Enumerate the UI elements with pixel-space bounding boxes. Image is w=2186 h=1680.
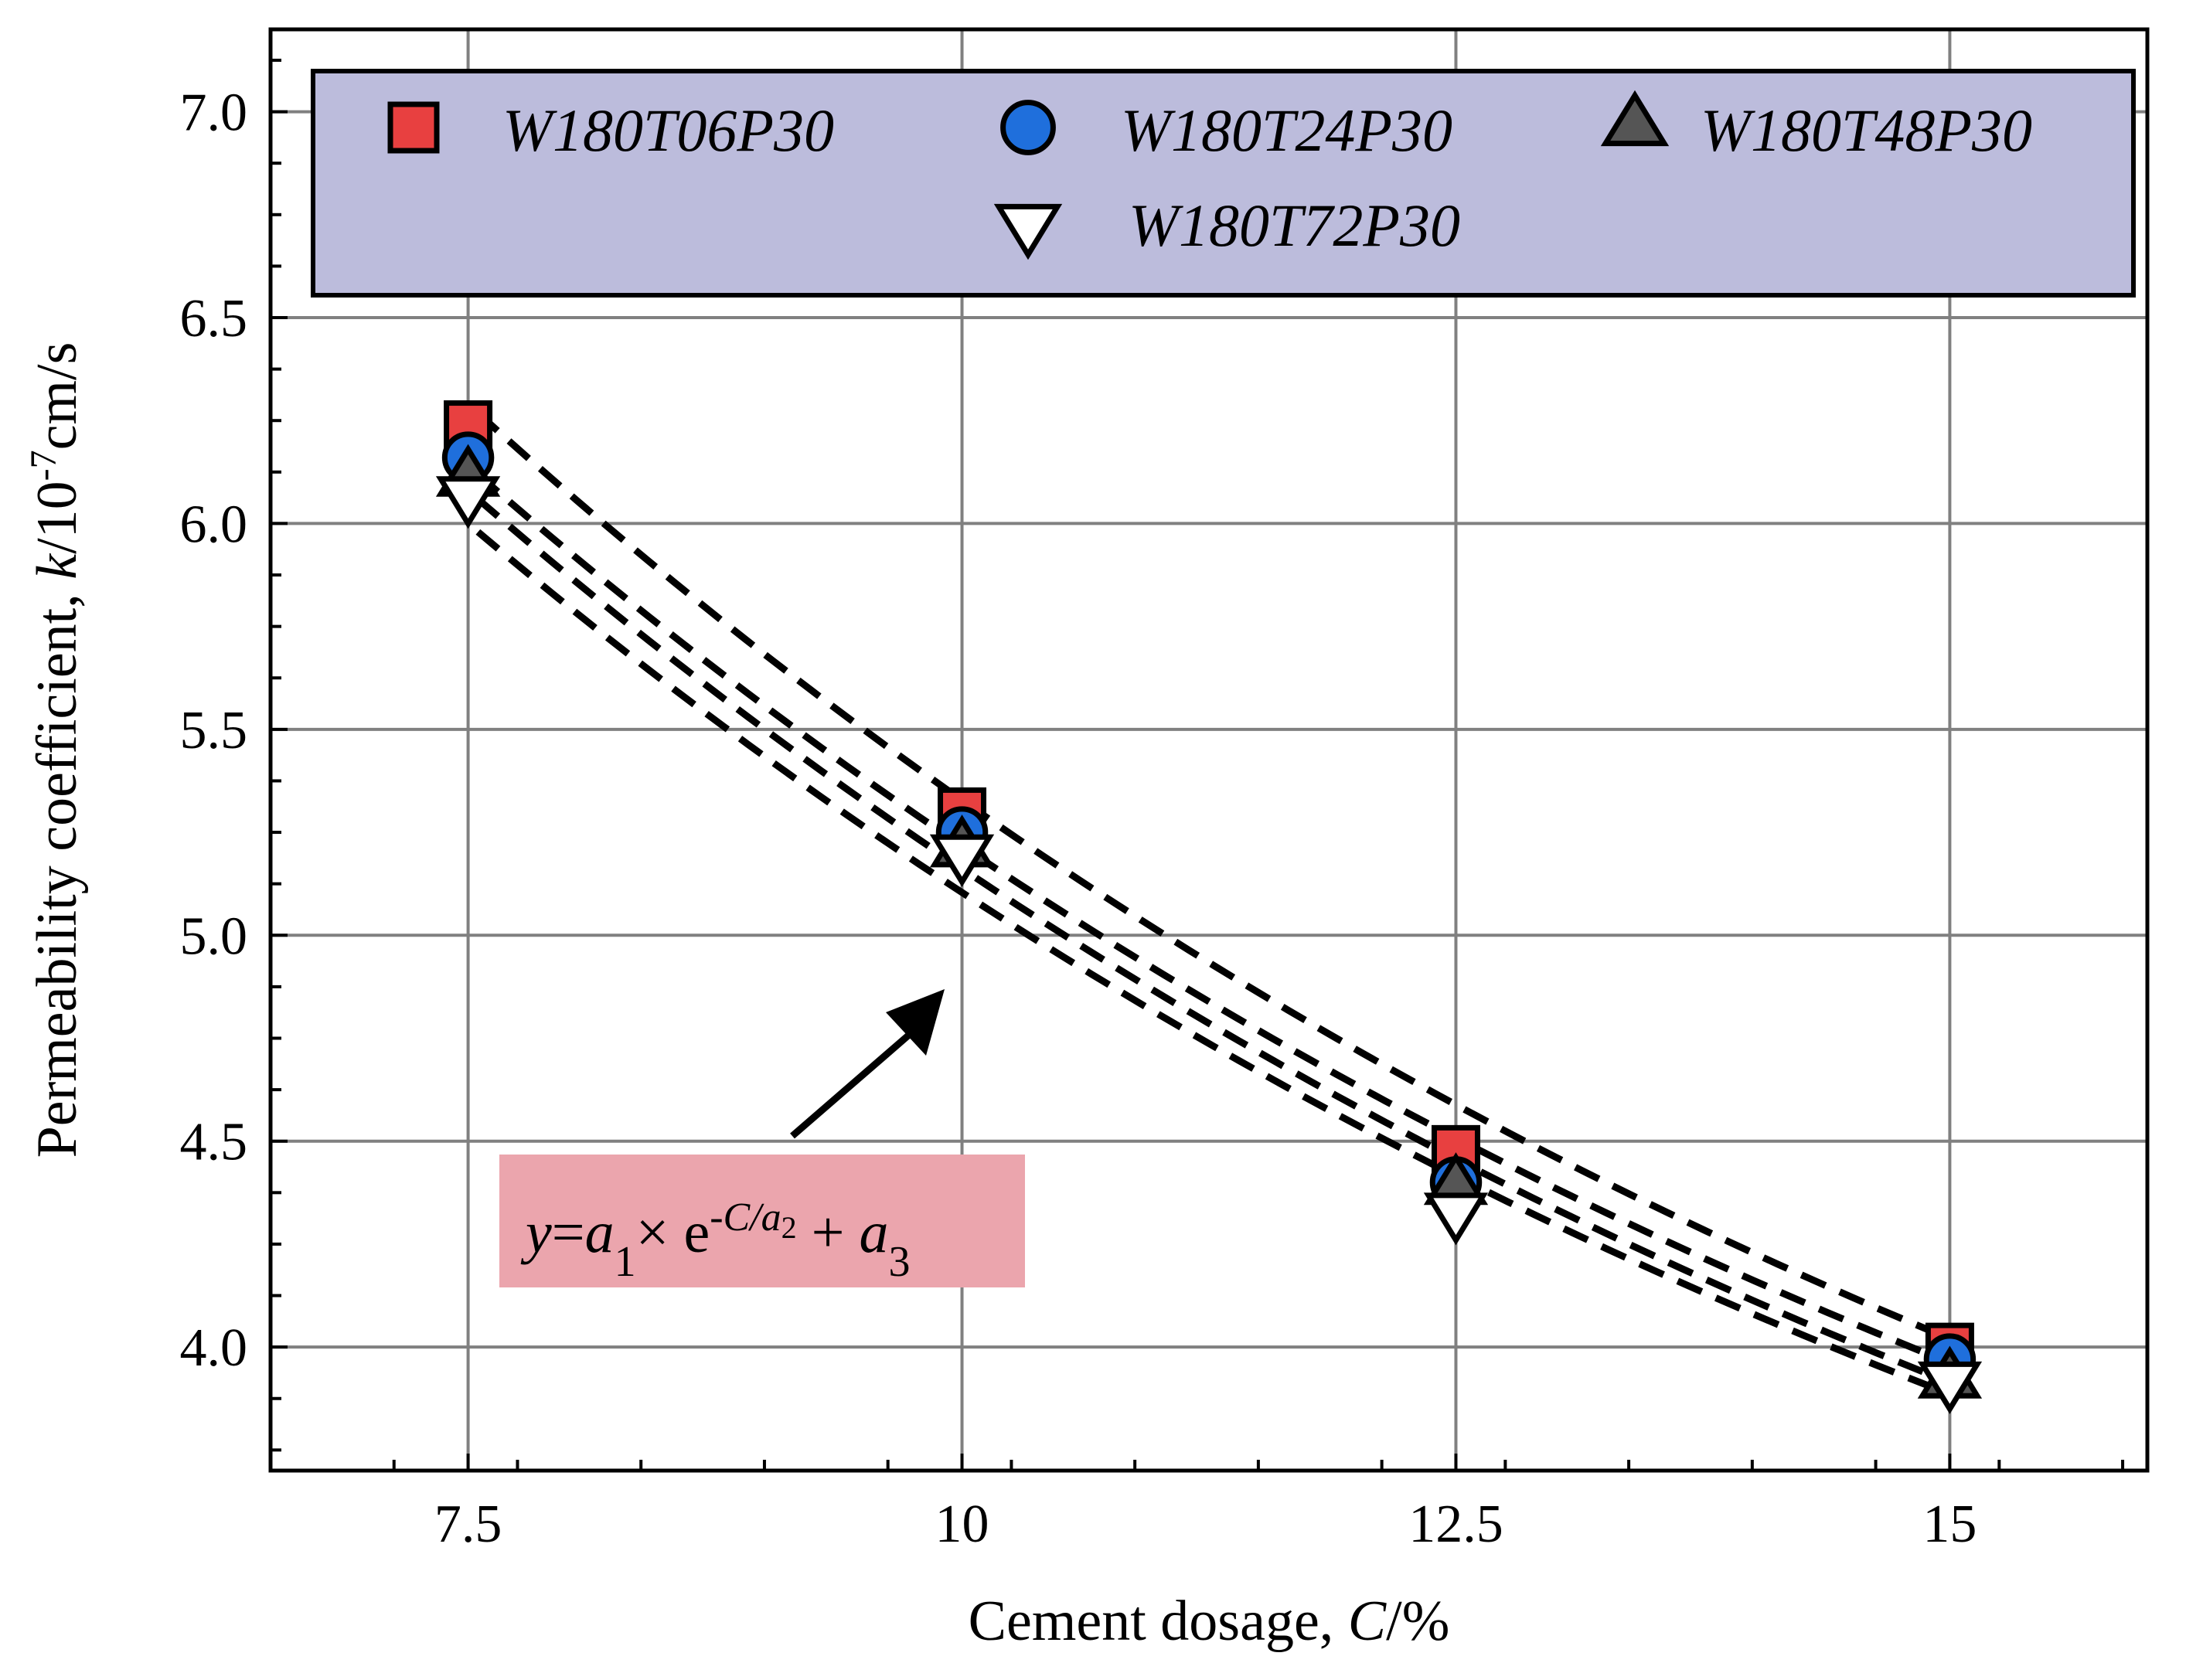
triangle-down-marker <box>929 834 995 887</box>
y-tick-label: 4.0 <box>180 1318 248 1378</box>
x-tick-label: 10 <box>935 1495 989 1554</box>
triangle-up-marker <box>1600 90 1670 147</box>
legend-item: W180T72P30 <box>993 192 1460 260</box>
legend-label: W180T72P30 <box>1129 192 1460 259</box>
y-tick-label: 5.5 <box>180 701 248 760</box>
x-tick-label: 12.5 <box>1408 1495 1503 1554</box>
y-axis-label: Permeability coefficient, k/10-7cm/s <box>23 342 89 1158</box>
legend-item: W180T24P30 <box>1000 97 1452 164</box>
y-tick-label: 7.0 <box>180 83 248 143</box>
plot-frame <box>268 27 2150 1473</box>
legend: W180T06P30 W180T24P30 W180T48P30 W180T72P30 <box>311 69 2136 298</box>
legend-item: W180T06P30 <box>387 97 834 164</box>
legend-label: W180T24P30 <box>1121 97 1452 164</box>
fit-curve <box>475 471 1952 1366</box>
fit-curve <box>475 410 1952 1342</box>
fit-curve <box>475 529 1952 1398</box>
triangle-down-marker <box>1423 1192 1489 1246</box>
square-marker <box>387 101 440 154</box>
fit-curves <box>475 410 1952 1398</box>
tick-labels: 7.5 10 12.5 15 4.0 4.5 5.0 5.5 6.0 6.5 7.0 <box>180 83 1977 1554</box>
legend-label: W180T06P30 <box>502 97 834 164</box>
x-tick-label: 7.5 <box>434 1495 502 1554</box>
data-markers <box>435 400 1983 1415</box>
equation-box <box>499 1155 1025 1287</box>
circle-marker <box>1000 100 1056 155</box>
triangle-down-marker <box>435 476 501 529</box>
triangle-down-marker <box>1917 1361 1983 1415</box>
axis-ticks <box>269 58 2125 1471</box>
legend-item: W180T48P30 <box>1600 90 2032 164</box>
y-tick-label: 5.0 <box>180 906 248 966</box>
arrow-line <box>790 1032 911 1139</box>
equation-text: y=a1× e-C/a2 + a3 <box>520 1195 911 1287</box>
fit-curve <box>475 496 1952 1386</box>
y-tick-label: 4.5 <box>180 1113 248 1172</box>
arrow-head <box>886 989 945 1056</box>
y-tick-label: 6.0 <box>180 495 248 554</box>
y-tick-label: 6.5 <box>180 289 248 349</box>
legend-label: W180T48P30 <box>1701 97 2032 164</box>
legend-box <box>311 69 2136 298</box>
triangle-down-marker <box>993 203 1063 260</box>
fit-equation-annotation: y=a1× e-C/a2 + a3 <box>499 989 1025 1287</box>
x-axis-label: Cement dosage, C/% <box>969 1590 1450 1653</box>
x-tick-label: 15 <box>1922 1495 1977 1554</box>
